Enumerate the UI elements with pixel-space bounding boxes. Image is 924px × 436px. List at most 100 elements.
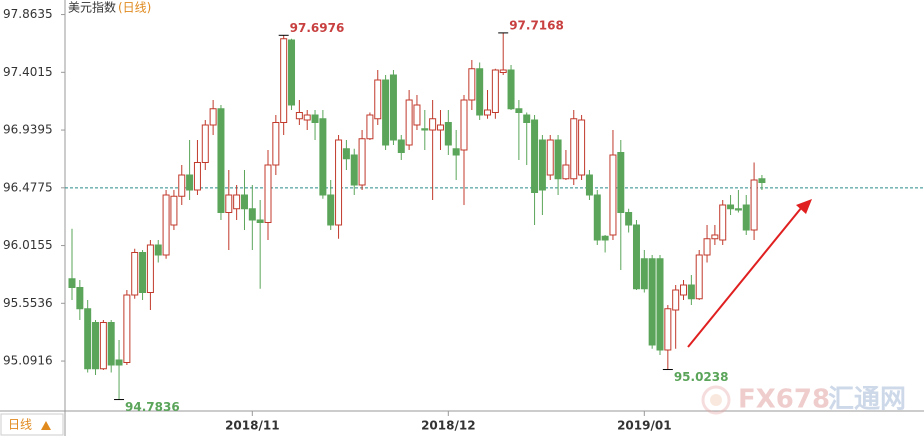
candle-body xyxy=(76,287,84,310)
candle-body xyxy=(303,114,311,121)
y-tick-label: 95.5536 xyxy=(3,296,53,310)
candle-body xyxy=(405,99,413,146)
candle-body xyxy=(640,258,648,290)
extreme-label: 95.0238 xyxy=(674,370,729,384)
candle-body xyxy=(178,174,186,197)
candle-body xyxy=(342,148,350,160)
candle-body xyxy=(311,114,319,123)
candle-body xyxy=(578,119,586,176)
candle-body xyxy=(601,235,609,241)
candle-body xyxy=(656,258,664,351)
candle-body xyxy=(256,219,264,223)
candle-body xyxy=(585,174,593,196)
x-tick-label: 2018/11 xyxy=(225,419,279,433)
candle-body xyxy=(562,164,570,180)
candle-body xyxy=(358,138,366,186)
chart-subtitle: (日线) xyxy=(118,1,151,15)
candle-body xyxy=(146,244,154,293)
candle-body xyxy=(687,284,695,300)
candle-body xyxy=(107,322,115,366)
candle-body xyxy=(444,122,452,146)
x-tick-label: 2018/12 xyxy=(421,419,475,433)
candle-body xyxy=(397,139,405,153)
candle-body xyxy=(123,294,131,363)
candle-body xyxy=(695,254,703,300)
candle-body xyxy=(484,109,492,116)
candle-body xyxy=(538,139,546,191)
watermark-text: 汇通网 xyxy=(828,385,906,415)
candle-body xyxy=(491,69,499,113)
candle-body xyxy=(288,39,296,106)
y-tick-label: 96.0155 xyxy=(3,238,53,252)
candle-body xyxy=(319,118,327,196)
candle-body xyxy=(84,308,92,370)
candle-body xyxy=(248,208,256,221)
extreme-label: 97.7168 xyxy=(509,18,564,32)
candle-body xyxy=(570,118,578,180)
candle-body xyxy=(648,258,656,346)
candle-body xyxy=(523,114,531,123)
candle-body xyxy=(664,308,672,351)
candle-body xyxy=(272,122,280,166)
candle-body xyxy=(240,194,248,210)
candle-body xyxy=(711,234,719,240)
candle-body xyxy=(609,154,617,236)
candle-body xyxy=(154,244,162,256)
trend-arrow xyxy=(687,199,812,348)
candle-body xyxy=(727,204,735,210)
candle-body xyxy=(413,104,421,126)
candle-body xyxy=(554,139,562,180)
extreme-label: 97.6976 xyxy=(290,21,345,35)
candle-body xyxy=(233,194,241,210)
candle-body xyxy=(421,128,429,131)
watermark-text: FX678 xyxy=(738,385,830,415)
candle-body xyxy=(719,204,727,241)
candle-body xyxy=(68,278,76,288)
candle-body xyxy=(170,195,178,226)
tab-arrow xyxy=(41,421,51,430)
candle-body xyxy=(672,289,680,311)
candle-body xyxy=(515,108,523,113)
candle-body xyxy=(327,194,335,226)
candle-body xyxy=(335,139,343,226)
candle-body xyxy=(217,108,225,213)
candle-body xyxy=(476,68,484,116)
y-tick-label: 97.4015 xyxy=(3,65,53,79)
candle-body xyxy=(374,79,382,120)
candle-body xyxy=(193,162,201,191)
candle-body xyxy=(507,69,515,110)
candle-body xyxy=(201,124,209,163)
candle-body xyxy=(366,114,374,140)
watermark-logo xyxy=(701,385,731,415)
candle-body xyxy=(468,68,476,101)
y-tick-label: 95.0916 xyxy=(3,354,53,368)
candle-body xyxy=(546,139,554,176)
candle-body xyxy=(131,252,139,296)
candle-body xyxy=(750,179,758,231)
candle-body xyxy=(680,284,688,296)
candle-body xyxy=(99,322,107,370)
candle-body xyxy=(429,118,437,131)
x-tick-label: 2019/01 xyxy=(617,419,671,433)
candle-body xyxy=(225,194,233,213)
candle-body xyxy=(264,164,272,223)
candle-body xyxy=(186,174,194,191)
candle-body xyxy=(209,108,217,126)
candle-body xyxy=(139,252,147,293)
candle-body xyxy=(703,238,711,256)
candle-body xyxy=(742,204,750,231)
candle-body xyxy=(625,212,633,226)
candle-body xyxy=(382,79,390,146)
candle-body xyxy=(389,74,397,141)
candle-body xyxy=(280,38,288,123)
candle-body xyxy=(531,119,539,193)
candle-body xyxy=(632,224,640,290)
y-tick-label: 97.8635 xyxy=(3,7,53,21)
bottom-tab[interactable]: 日线 xyxy=(8,418,32,432)
candle-body xyxy=(350,154,358,186)
candle-body xyxy=(758,178,766,183)
candle-body xyxy=(92,322,100,370)
candle-body xyxy=(617,152,625,213)
